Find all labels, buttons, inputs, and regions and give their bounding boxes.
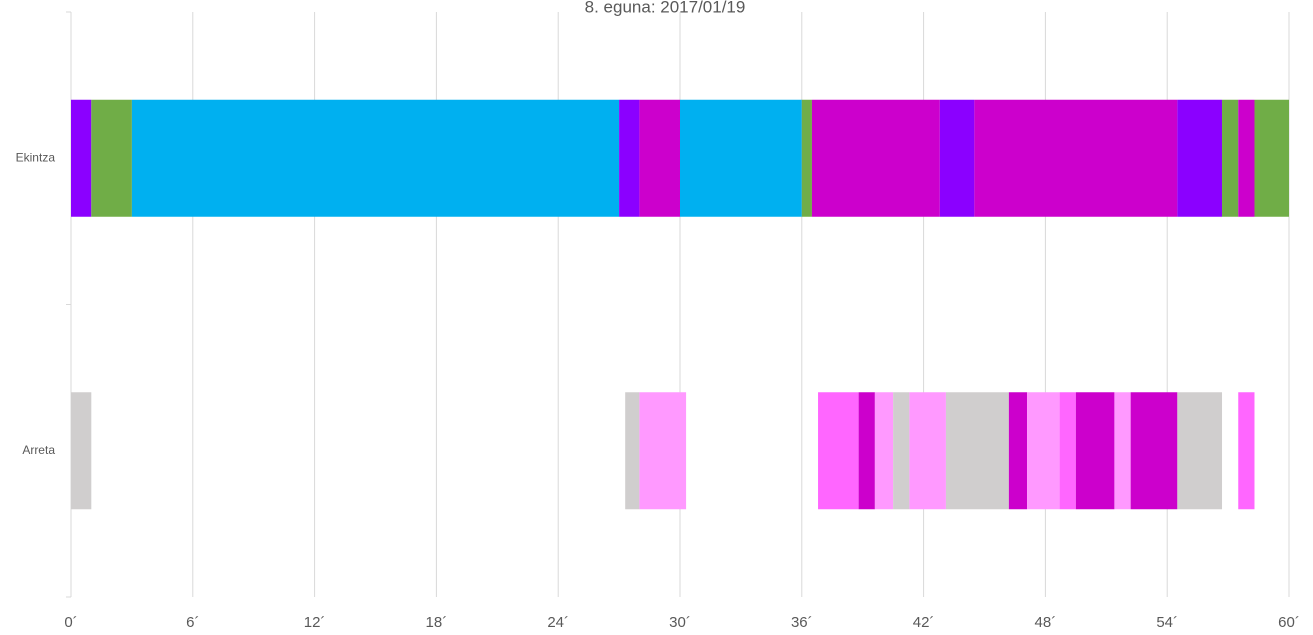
segment (1075, 392, 1115, 510)
segment (1177, 99, 1223, 217)
x-tick-label: 60´ (1278, 614, 1300, 631)
segment (1027, 392, 1060, 510)
segment (131, 99, 620, 217)
segment (639, 392, 687, 510)
segment (1059, 392, 1076, 510)
segment (893, 392, 910, 510)
segment (1114, 392, 1131, 510)
x-tick-label: 0´ (64, 614, 77, 631)
segment (1222, 99, 1239, 217)
segment (625, 392, 640, 510)
segment (680, 99, 802, 217)
segment (1238, 392, 1255, 510)
segment (974, 99, 1178, 217)
segment (801, 99, 812, 217)
x-tick-label: 48´ (1035, 614, 1057, 631)
segment (91, 99, 132, 217)
segment (1008, 392, 1028, 510)
segment (1130, 392, 1178, 510)
segment (71, 392, 92, 510)
segment (939, 99, 975, 217)
segment (945, 392, 1009, 510)
x-tick-label: 18´ (426, 614, 448, 631)
x-tick-label: 42´ (913, 614, 935, 631)
x-tick-label: 6´ (186, 614, 199, 631)
x-tick-label: 54´ (1156, 614, 1178, 631)
segment (1254, 99, 1289, 217)
segment (1238, 99, 1255, 217)
x-tick-label: 30´ (669, 614, 691, 631)
x-tick-label: 12´ (304, 614, 326, 631)
segment (811, 99, 940, 217)
segment (818, 392, 859, 510)
y-tick-label: Ekintza (16, 150, 56, 164)
y-tick-label: Arreta (22, 443, 55, 457)
chart-title: 8. eguna: 2017/01/19 (585, 0, 746, 16)
segment (619, 99, 640, 217)
x-tick-label: 24´ (547, 614, 569, 631)
segment (71, 99, 92, 217)
segment (1177, 392, 1223, 510)
segment (909, 392, 946, 510)
segment (858, 392, 875, 510)
segment (639, 99, 680, 217)
segment (874, 392, 894, 510)
x-tick-label: 36´ (791, 614, 813, 631)
